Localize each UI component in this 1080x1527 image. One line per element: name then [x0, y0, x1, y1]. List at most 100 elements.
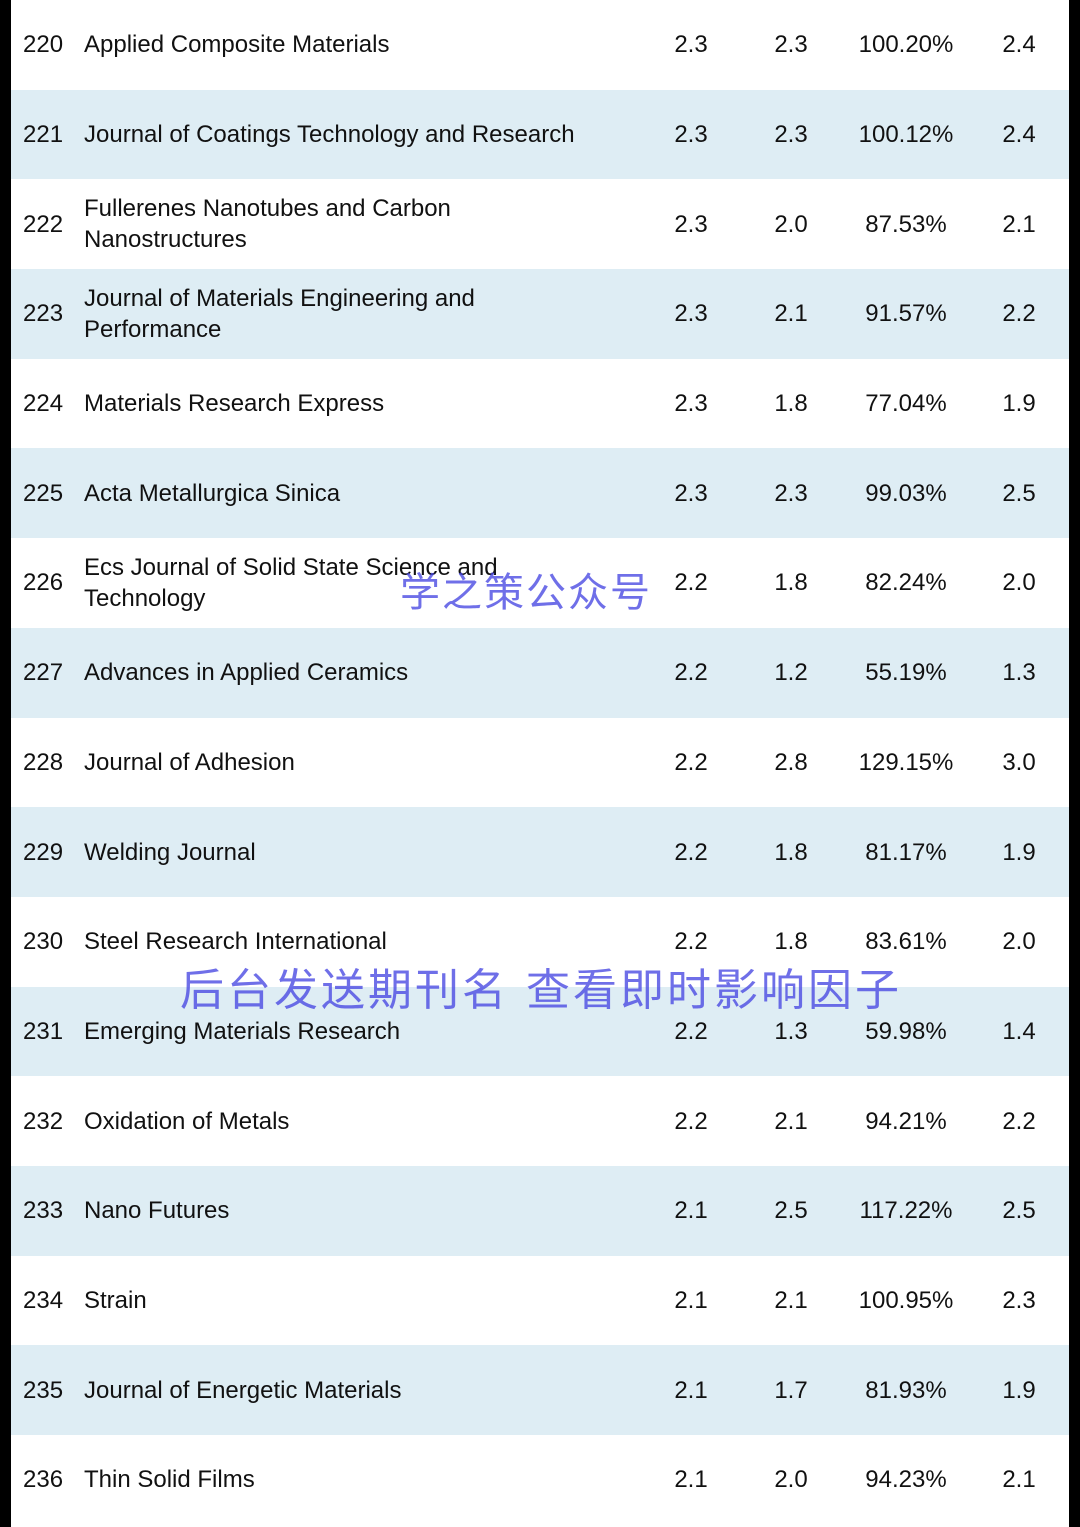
rank-cell: 229: [23, 838, 64, 866]
value-cell-1: 2.1: [674, 1466, 708, 1494]
value-cell-2: 2.3: [774, 479, 808, 507]
journal-name-cell: Journal of Energetic Materials: [84, 1376, 402, 1404]
percent-cell: 59.98%: [865, 1017, 947, 1045]
percent-cell: 77.04%: [865, 390, 947, 418]
value-cell-2: 2.1: [774, 1286, 808, 1314]
value-cell-2: 2.0: [774, 1466, 808, 1494]
journal-name-cell: Fullerenes Nanotubes and Carbon Nanostru…: [84, 195, 451, 254]
percent-cell: 83.61%: [865, 928, 947, 956]
value-cell-3: 1.4: [1002, 1017, 1036, 1045]
value-cell-1: 2.1: [674, 1197, 708, 1225]
value-cell-3: 2.5: [1002, 479, 1036, 507]
value-cell-2: 1.2: [774, 659, 808, 687]
value-cell-3: 1.3: [1002, 659, 1036, 687]
value-cell-1: 2.3: [674, 390, 708, 418]
rank-cell: 236: [23, 1466, 64, 1494]
rank-cell: 225: [23, 479, 64, 507]
percent-cell: 94.23%: [865, 1466, 947, 1494]
journal-name-cell: Advances in Applied Ceramics: [84, 659, 409, 687]
journal-name-cell: Thin Solid Films: [84, 1466, 255, 1494]
percent-cell: 100.20%: [858, 31, 954, 59]
table-row: 222 Fullerenes Nanotubes and Carbon Nano…: [11, 179, 1069, 269]
value-cell-2: 1.7: [774, 1376, 808, 1404]
percent-cell: 100.95%: [858, 1286, 954, 1314]
table-row: 225 Acta Metallurgica Sinica 2.3 2.3 99.…: [11, 448, 1069, 539]
table-row: 231 Emerging Materials Research 2.2 1.3 …: [11, 986, 1069, 1077]
rank-cell: 231: [23, 1017, 64, 1045]
rank-cell: 222: [23, 210, 64, 238]
journal-name-cell: Journal of Adhesion: [84, 748, 295, 776]
rank-cell: 220: [23, 31, 64, 59]
value-cell-2: 1.8: [774, 390, 808, 418]
percent-cell: 87.53%: [865, 210, 947, 238]
journal-name-cell: Acta Metallurgica Sinica: [84, 479, 341, 507]
percent-cell: 81.17%: [865, 838, 947, 866]
journal-name-cell: Journal of Materials Engineering and Per…: [84, 284, 475, 343]
value-cell-2: 1.8: [774, 928, 808, 956]
value-cell-3: 2.5: [1002, 1197, 1036, 1225]
value-cell-2: 2.5: [774, 1197, 808, 1225]
table-row: 227 Advances in Applied Ceramics 2.2 1.2…: [11, 627, 1069, 718]
value-cell-1: 2.1: [674, 1376, 708, 1404]
table-row: 236 Thin Solid Films 2.1 2.0 94.23% 2.1: [11, 1435, 1069, 1525]
value-cell-2: 2.3: [774, 31, 808, 59]
percent-cell: 129.15%: [858, 748, 954, 776]
journal-name-cell: Oxidation of Metals: [84, 1107, 290, 1135]
value-cell-2: 2.3: [774, 121, 808, 149]
percent-cell: 117.22%: [859, 1197, 953, 1225]
journal-name-cell: Materials Research Express: [84, 390, 385, 418]
journal-name-cell: Applied Composite Materials: [84, 31, 390, 59]
rank-cell: 221: [23, 121, 64, 149]
value-cell-1: 2.3: [674, 121, 708, 149]
rank-cell: 224: [23, 390, 64, 418]
value-cell-2: 1.3: [774, 1017, 808, 1045]
value-cell-1: 2.3: [674, 300, 708, 328]
table-row: 233 Nano Futures 2.1 2.5 117.22% 2.5: [11, 1165, 1069, 1256]
table-row: 220 Applied Composite Materials 2.3 2.3 …: [11, 0, 1069, 90]
journal-name-cell: Steel Research International: [84, 928, 387, 956]
value-cell-3: 2.3: [1002, 1286, 1036, 1314]
rank-cell: 235: [23, 1376, 64, 1404]
value-cell-3: 2.2: [1002, 1107, 1036, 1135]
journal-name-cell: Nano Futures: [84, 1197, 230, 1225]
value-cell-3: 2.4: [1002, 31, 1036, 59]
value-cell-3: 2.0: [1002, 928, 1036, 956]
table-row: 232 Oxidation of Metals 2.2 2.1 94.21% 2…: [11, 1076, 1069, 1166]
journal-name-cell: Strain: [84, 1286, 147, 1314]
table-row: 226 Ecs Journal of Solid State Science a…: [11, 538, 1069, 628]
percent-cell: 100.12%: [858, 121, 954, 149]
percent-cell: 94.21%: [865, 1107, 947, 1135]
table-row: 230 Steel Research International 2.2 1.8…: [11, 897, 1069, 987]
percent-cell: 82.24%: [865, 569, 947, 597]
rank-cell: 227: [23, 659, 64, 687]
value-cell-3: 1.9: [1002, 1376, 1036, 1404]
value-cell-1: 2.1: [674, 1286, 708, 1314]
value-cell-3: 2.1: [1002, 210, 1036, 238]
rank-cell: 226: [23, 569, 64, 597]
rank-cell: 223: [23, 300, 64, 328]
value-cell-1: 2.2: [674, 1107, 708, 1135]
value-cell-2: 2.8: [774, 748, 808, 776]
value-cell-3: 2.0: [1002, 569, 1036, 597]
table-row: 224 Materials Research Express 2.3 1.8 7…: [11, 359, 1069, 449]
table-row: 229 Welding Journal 2.2 1.8 81.17% 1.9: [11, 807, 1069, 897]
rank-cell: 230: [23, 928, 64, 956]
value-cell-3: 1.9: [1002, 390, 1036, 418]
value-cell-1: 2.3: [674, 31, 708, 59]
value-cell-1: 2.2: [674, 1017, 708, 1045]
journal-name-cell: Emerging Materials Research: [84, 1017, 401, 1045]
percent-cell: 91.57%: [865, 300, 947, 328]
table-row: 228 Journal of Adhesion 2.2 2.8 129.15% …: [11, 718, 1069, 808]
value-cell-1: 2.2: [674, 659, 708, 687]
rank-cell: 234: [23, 1286, 64, 1314]
value-cell-2: 2.1: [774, 1107, 808, 1135]
value-cell-1: 2.3: [674, 210, 708, 238]
value-cell-3: 1.9: [1002, 838, 1036, 866]
value-cell-2: 2.0: [774, 210, 808, 238]
value-cell-2: 2.1: [774, 300, 808, 328]
percent-cell: 55.19%: [865, 659, 947, 687]
table-row: 234 Strain 2.1 2.1 100.95% 2.3: [11, 1256, 1069, 1346]
journal-name-cell: Journal of Coatings Technology and Resea…: [84, 121, 575, 149]
table-row: 223 Journal of Materials Engineering and…: [11, 269, 1069, 359]
